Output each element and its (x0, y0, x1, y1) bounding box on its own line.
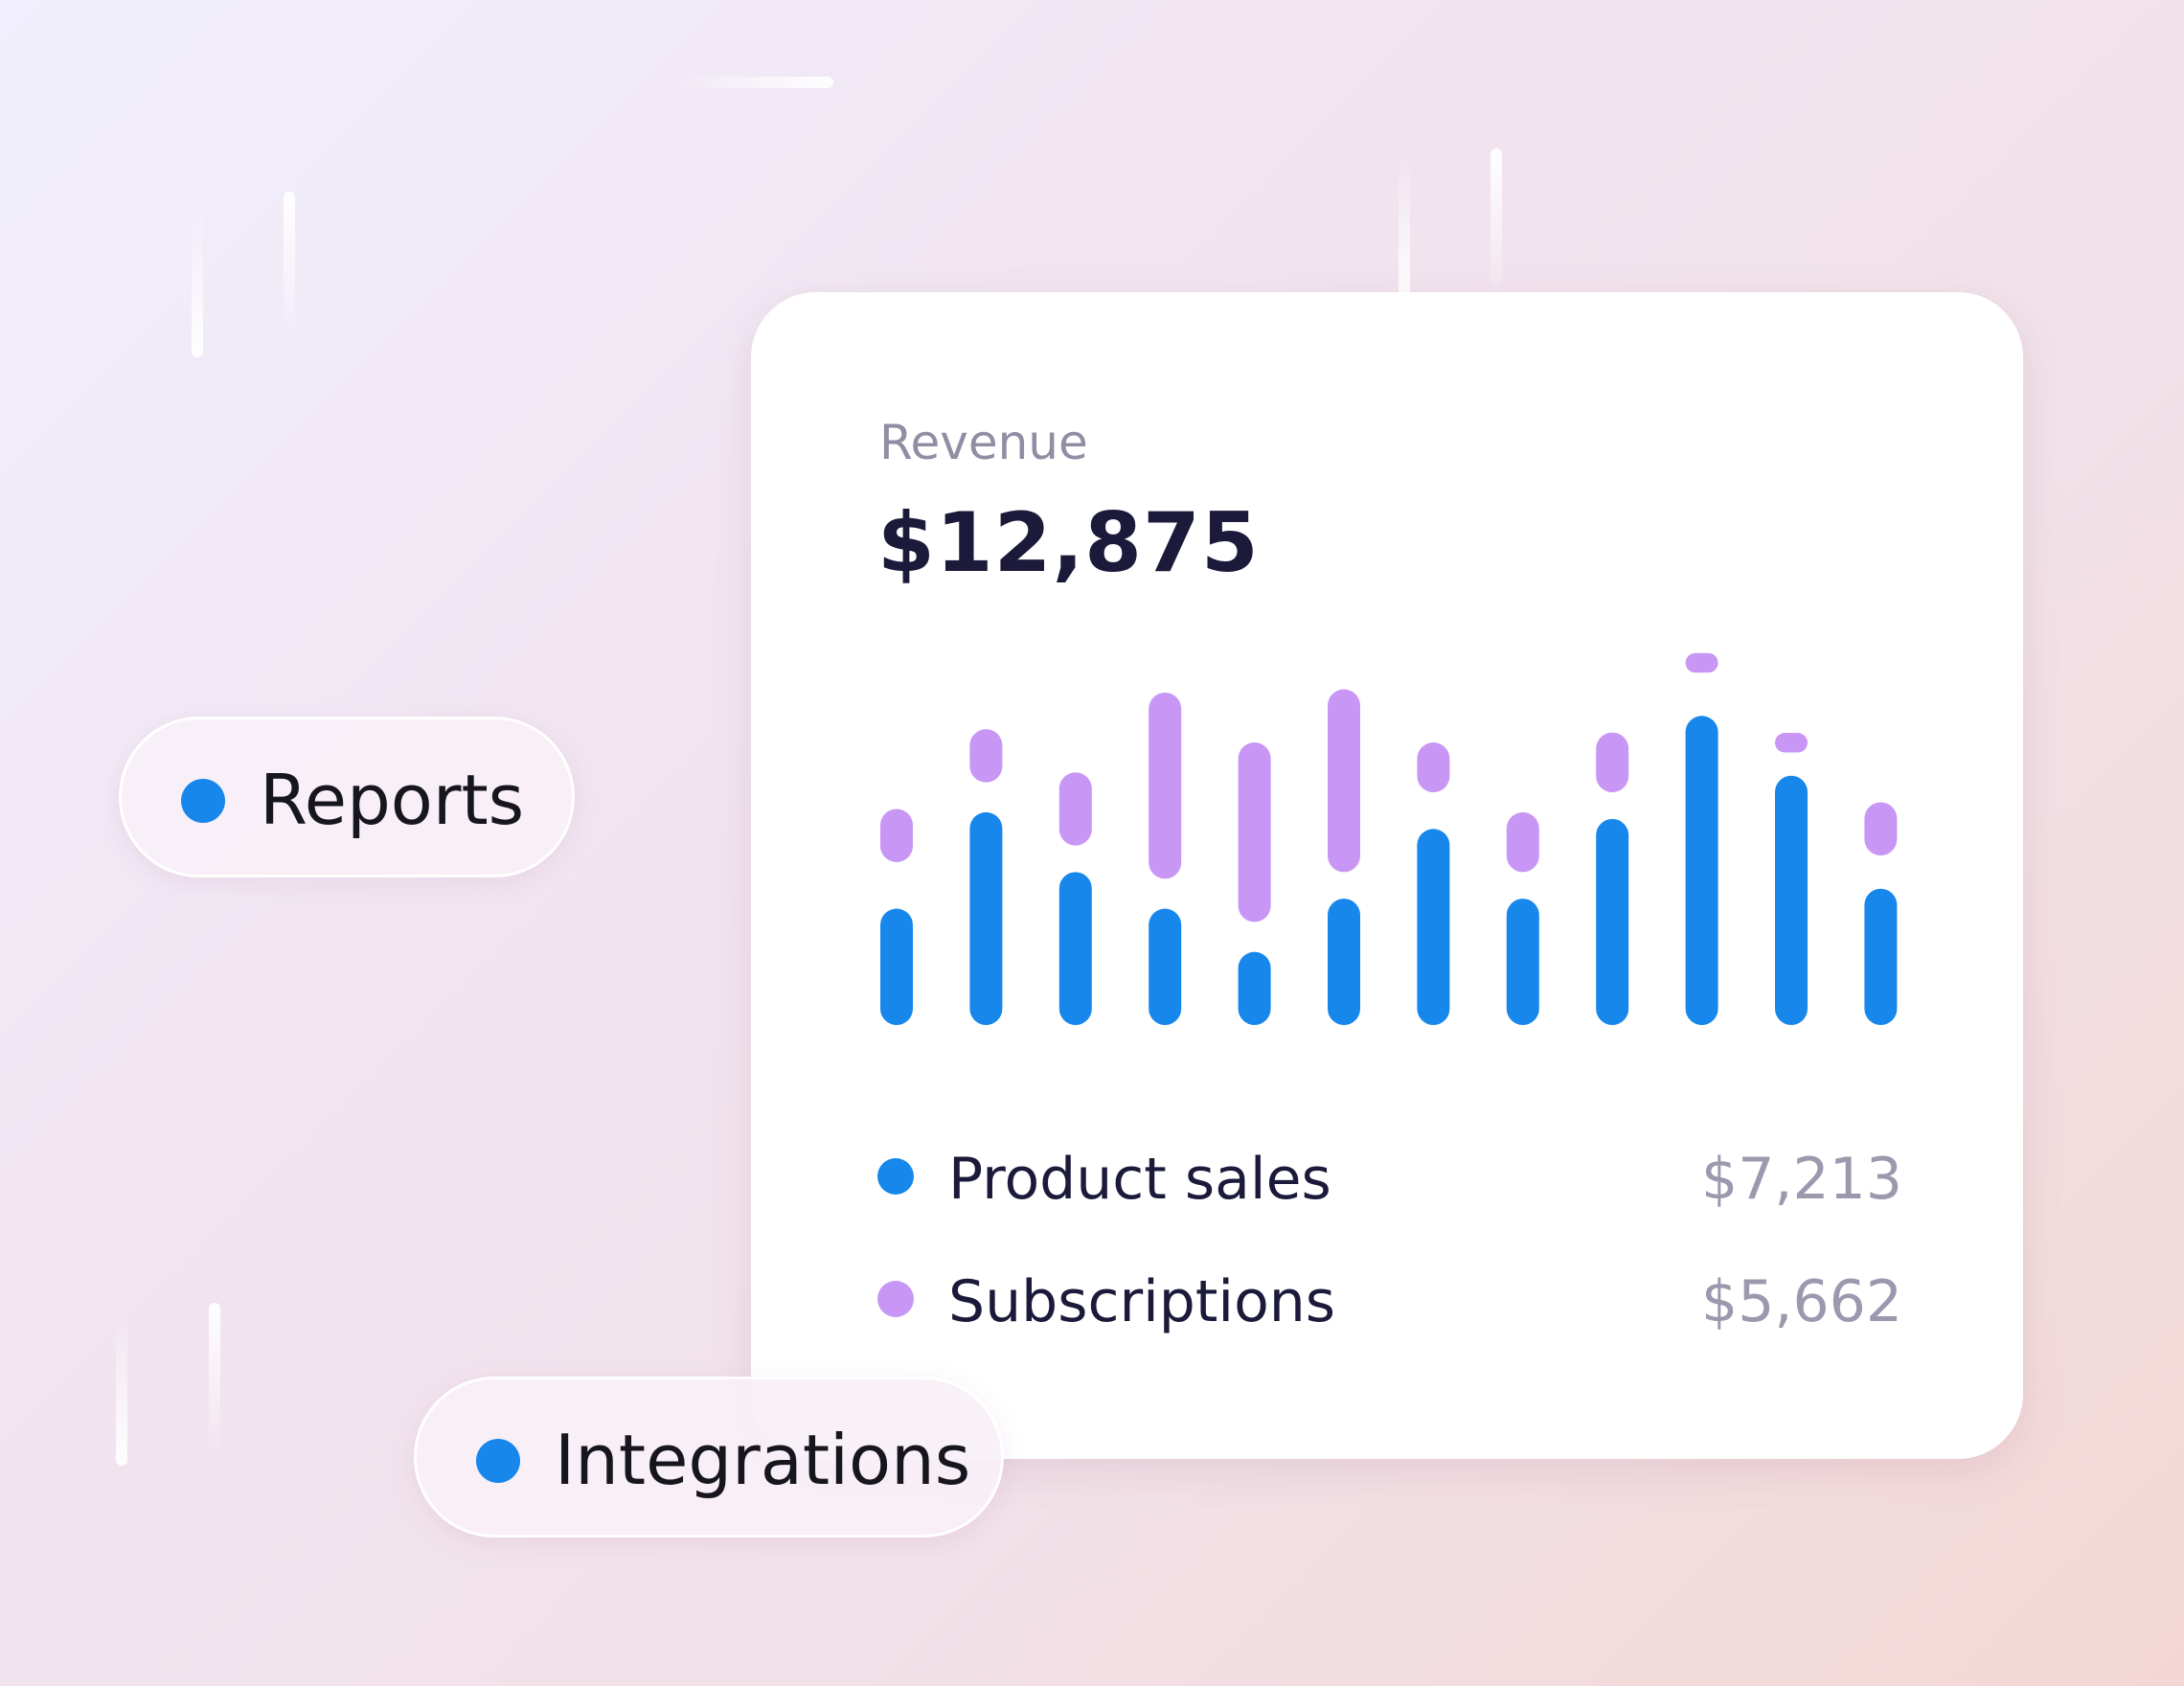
decorative-streak (1490, 148, 1502, 302)
legend-name: Product sales (948, 1146, 1331, 1213)
product-sales-bar (1775, 775, 1808, 1025)
revenue-bar-chart (880, 652, 1898, 1025)
product-sales-bar (1864, 888, 1898, 1025)
subscriptions-bar (880, 809, 913, 862)
product-sales-bar (969, 811, 1003, 1025)
subscriptions-bar (1149, 693, 1182, 879)
decorative-streak (680, 77, 833, 88)
product-sales-bar (1417, 829, 1450, 1025)
product-sales-bar (1596, 818, 1629, 1025)
legend-name: Subscriptions (948, 1268, 1336, 1335)
reports-pill[interactable]: Reports (119, 717, 575, 877)
subscriptions-bar (1775, 733, 1808, 753)
integrations-label: Integrations (555, 1420, 971, 1500)
legend-row-product-sales: Product sales $7,213 (877, 1138, 1902, 1215)
decorative-streak (1399, 158, 1410, 302)
decorative-streak (209, 1303, 220, 1454)
subscriptions-bar (1328, 689, 1360, 873)
subscriptions-bar (1685, 652, 1718, 673)
card-label: Revenue (879, 415, 1088, 470)
product-sales-bar (1685, 716, 1718, 1025)
subscriptions-bar (1864, 802, 1898, 856)
integrations-pill[interactable]: Integrations (414, 1377, 1004, 1538)
decorative-streak (284, 192, 295, 340)
decorative-streak (116, 1312, 127, 1466)
subscriptions-bar (1238, 742, 1271, 923)
legend-dot-icon (877, 1158, 914, 1195)
subscriptions-bar (1596, 732, 1629, 793)
product-sales-bar (1238, 951, 1271, 1025)
subscriptions-bar (969, 729, 1003, 783)
legend-amount: $7,213 (1701, 1146, 1902, 1213)
legend-amount: $5,662 (1701, 1268, 1902, 1335)
product-sales-bar (1328, 899, 1360, 1025)
legend-row-subscriptions: Subscriptions $5,662 (877, 1261, 1902, 1337)
integrations-dot-icon (476, 1439, 520, 1483)
reports-label: Reports (260, 760, 525, 840)
decorative-streak (192, 206, 203, 357)
reports-dot-icon (181, 779, 225, 823)
legend-dot-icon (877, 1281, 914, 1317)
product-sales-bar (1149, 908, 1182, 1025)
product-sales-bar (880, 908, 913, 1025)
subscriptions-bar (1417, 742, 1450, 793)
revenue-total: $12,875 (877, 495, 1260, 591)
product-sales-bar (1058, 872, 1092, 1025)
revenue-card: Revenue $12,875 Product sales $7,213 Sub… (751, 292, 2023, 1459)
subscriptions-bar (1506, 811, 1539, 873)
product-sales-bar (1506, 899, 1539, 1025)
subscriptions-bar (1058, 772, 1092, 846)
